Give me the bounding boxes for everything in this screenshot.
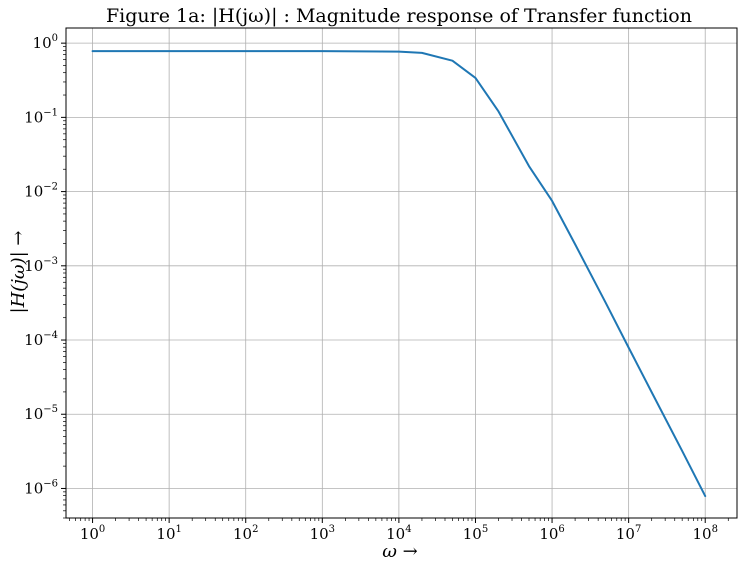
- magnitude-response-line: [91, 50, 707, 498]
- x-tick-exponent: 0: [99, 524, 105, 535]
- x-tick-exponent: 3: [329, 524, 335, 535]
- y-tick-label: 10−5: [24, 404, 58, 423]
- x-tick-exponent: 2: [252, 524, 258, 535]
- y-tick-exponent: −2: [43, 182, 58, 193]
- x-tick-exponent: 8: [712, 524, 718, 535]
- x-tick-base: 10: [539, 525, 558, 543]
- x-tick-base: 10: [386, 525, 405, 543]
- x-tick-label: 102: [233, 524, 258, 543]
- y-tick-label: 10−2: [24, 182, 58, 201]
- plot-frame: [65, 27, 738, 519]
- y-tick-exponent: −3: [43, 256, 58, 267]
- x-tick-exponent: 7: [635, 524, 641, 535]
- x-tick-exponent: 1: [176, 524, 182, 535]
- x-tick-label: 108: [692, 524, 717, 543]
- x-tick-label: 104: [386, 524, 411, 543]
- y-tick-label: 10−1: [24, 107, 58, 126]
- major-ticks: [61, 42, 706, 523]
- x-tick-base: 10: [233, 525, 252, 543]
- x-tick-base: 10: [156, 525, 175, 543]
- y-tick-label: 10−6: [24, 478, 58, 497]
- y-tick-label: 10−4: [24, 330, 58, 349]
- x-tick-exponent: 6: [558, 524, 564, 535]
- y-tick-exponent: −4: [43, 330, 58, 341]
- x-axis-label: ω →: [382, 541, 417, 562]
- x-tick-base: 10: [463, 525, 482, 543]
- y-tick-exponent: −5: [43, 404, 58, 415]
- y-tick-exponent: −1: [43, 107, 58, 118]
- series-layer: [91, 50, 707, 498]
- x-tick-label: 106: [539, 524, 564, 543]
- x-tick-base: 10: [80, 525, 99, 543]
- x-tick-base: 10: [310, 525, 329, 543]
- x-tick-exponent: 5: [482, 524, 488, 535]
- y-tick-label: 10−3: [24, 256, 58, 275]
- y-tick-base: 10: [24, 479, 43, 497]
- x-tick-label: 101: [156, 524, 181, 543]
- y-tick-base: 10: [24, 405, 43, 423]
- x-tick-base: 10: [616, 525, 635, 543]
- x-tick-label: 105: [463, 524, 488, 543]
- y-tick-base: 10: [33, 34, 52, 52]
- chart-title: Figure 1a: |H(jω)| : Magnitude response …: [106, 5, 692, 27]
- y-tick-exponent: 0: [52, 33, 58, 44]
- x-tick-label: 103: [310, 524, 335, 543]
- y-axis-label: |H(jω)| →: [8, 231, 29, 314]
- y-tick-base: 10: [24, 183, 43, 201]
- x-tick-label: 100: [80, 524, 105, 543]
- y-tick-exponent: −6: [43, 478, 58, 489]
- y-tick-label: 100: [33, 33, 58, 52]
- x-tick-label: 107: [616, 524, 641, 543]
- x-tick-labels: 100 101 102 103 104 105 106 107 108: [80, 524, 718, 543]
- x-tick-base: 10: [692, 525, 711, 543]
- y-tick-base: 10: [24, 257, 43, 275]
- y-tick-base: 10: [24, 331, 43, 349]
- y-tick-base: 10: [24, 108, 43, 126]
- grid: [66, 28, 737, 518]
- x-tick-exponent: 4: [405, 524, 411, 535]
